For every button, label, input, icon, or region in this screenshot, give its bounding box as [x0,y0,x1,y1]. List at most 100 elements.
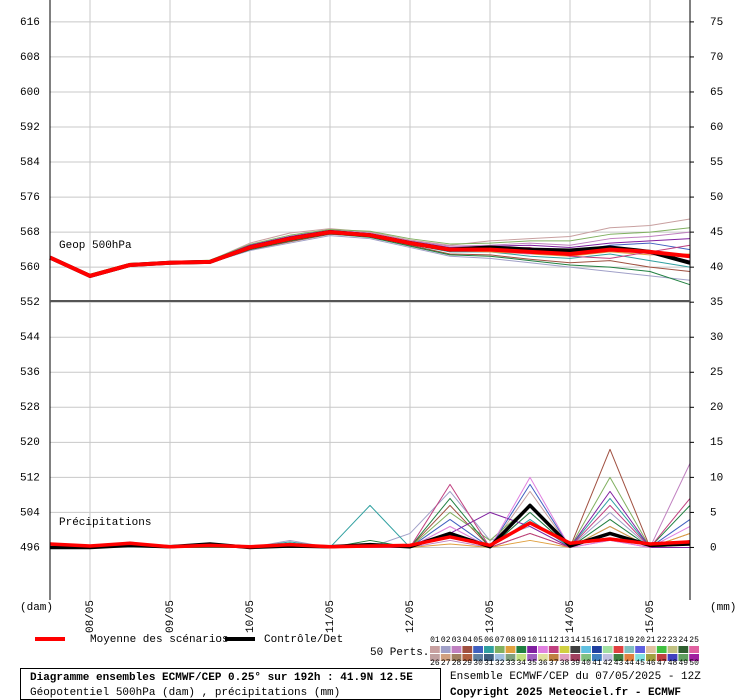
legend-swatch [602,646,613,653]
y-tick-label: 520 [20,437,40,449]
y2-tick-label: 25 [710,367,723,379]
legend-label: 09 [516,636,526,645]
legend-swatch [505,646,516,653]
y2-tick-label: 20 [710,402,723,414]
legend-label: 35 [527,659,537,668]
legend-swatch [494,654,505,661]
legend-label: 21 [646,636,656,645]
y2-tick-label: 15 [710,437,723,449]
legend-swatch [430,654,440,661]
legend-swatch [451,654,462,661]
legend-label: 05 [473,636,483,645]
perturbations-label: 50 Perts. [370,647,429,659]
legend-label: 32 [495,659,505,668]
legend-swatch [538,654,548,661]
y-tick-label: 552 [20,297,40,309]
legend-label: 02 [441,636,451,645]
legend-swatch [548,654,559,661]
legend-label: 27 [441,659,451,668]
legend-swatch [581,646,591,653]
y2-tick-label: 10 [710,472,723,484]
precip-line [49,521,691,549]
geop-line [49,230,691,278]
legend-label: 49 [678,659,688,668]
legend-label: 06 [484,636,494,645]
legend-label: 20 [635,636,645,645]
legend-swatch [559,646,570,653]
legend-swatch [624,646,635,653]
legend-label: 11 [538,636,548,645]
legend-swatch [592,654,602,661]
y2-tick-label: 75 [710,17,723,29]
legend-swatch [473,646,483,653]
legend-swatch [570,646,581,653]
y-axis-label: (dam) [20,602,53,614]
legend-label: 26 [430,659,440,668]
legend-swatch [646,646,656,653]
legend-label: 13 [560,636,570,645]
plot [49,218,691,550]
legend-label: 42 [603,659,613,668]
legend-swatch [527,654,537,661]
legend-label: 44 [624,659,634,668]
y-tick-label: 504 [20,507,40,519]
legend-swatch [678,646,689,653]
y2-tick-label: 50 [710,192,723,204]
legend-label: 36 [538,659,548,668]
legend-swatch [624,654,635,661]
x-tick-label: 08/05 [85,600,97,633]
legend-label: 29 [462,659,472,668]
legend-swatch [505,654,516,661]
legend-swatch [516,654,527,661]
chart-title: Diagramme ensembles ECMWF/CEP 0.25° sur … [30,672,413,684]
x-tick-label: 15/05 [645,600,657,633]
chart-subtitle: Géopotentiel 500hPa (dam) , précipitatio… [30,687,340,699]
legend-swatch [613,646,624,653]
y-tick-label: 584 [20,157,40,169]
legend-swatch [570,654,581,661]
y-tick-label: 528 [20,402,40,414]
legend-label: 50 [689,659,699,668]
legend-swatch [635,654,645,661]
y2-tick-label: 55 [710,157,723,169]
legend-label: 33 [506,659,516,668]
legend-swatch [689,646,699,653]
legend-label: 17 [603,636,613,645]
legend-swatch [484,646,494,653]
annotation: Geop 500hPa [59,240,132,252]
y-tick-label: 616 [20,17,40,29]
y2-tick-label: 45 [710,227,723,239]
y2-tick-label: 65 [710,87,723,99]
legend-label: 46 [646,659,656,668]
legend-label: 31 [484,659,494,668]
y-tick-label: 512 [20,472,40,484]
x-tick-label: 09/05 [165,600,177,633]
x-tick-label: 13/05 [485,600,497,633]
legend-swatch [440,654,451,661]
y2-tick-label: 35 [710,297,723,309]
legend-label: 38 [560,659,570,668]
legend-swatch [656,654,667,661]
y-tick-label: 608 [20,52,40,64]
legend-label: 39 [570,659,580,668]
legend-label: 34 [516,659,526,668]
legend-swatch [440,646,451,653]
legend-swatch [656,646,667,653]
legend-swatch [473,654,483,661]
annotation: Précipitations [59,517,151,529]
legend-swatch [538,646,548,653]
legend-label: 40 [581,659,591,668]
legend-swatch [527,646,537,653]
legend-swatch [678,654,689,661]
legend-label: 23 [668,636,678,645]
legend-swatch [581,654,591,661]
legend-swatch [559,654,570,661]
legend-label: 19 [624,636,634,645]
legend-swatch [646,654,656,661]
y-tick-label: 600 [20,87,40,99]
x-tick-label: 12/05 [405,600,417,633]
legend-swatch [613,654,624,661]
